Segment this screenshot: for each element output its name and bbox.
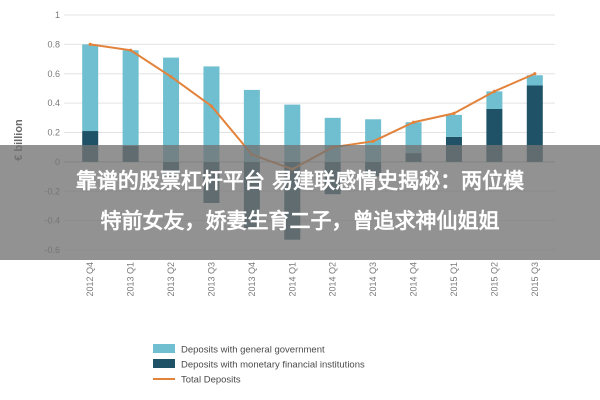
total-deposits-point (371, 139, 375, 143)
x-tick-label: 2013 Q1 (126, 262, 136, 297)
x-tick-label: 2013 Q3 (206, 262, 216, 297)
total-deposits-point (492, 89, 496, 93)
y-tick-label: 0.8 (47, 39, 60, 49)
x-tick-label: 2014 Q3 (368, 262, 378, 297)
bar-general-government (526, 75, 543, 86)
y-tick-label: 0.4 (47, 98, 60, 108)
legend: Deposits with general government Deposits… (153, 344, 365, 386)
legend-swatch (153, 359, 175, 368)
bar-general-government (203, 66, 220, 162)
x-tick-label: 2014 Q4 (409, 262, 419, 297)
bar-general-government (122, 50, 139, 146)
y-tick-label: 1 (55, 10, 60, 20)
total-deposits-point (209, 104, 214, 108)
legend-label: Deposits with general government (181, 345, 325, 356)
x-tick-label: 2015 Q2 (489, 262, 499, 297)
x-tick-label: 2013 Q2 (166, 262, 176, 297)
x-tick-label: 2015 Q1 (449, 262, 459, 297)
legend-label: Deposits with monetary financial institu… (181, 360, 365, 371)
bar-general-government (163, 57, 180, 162)
y-tick-label: 0.2 (47, 128, 60, 138)
headline-text[interactable]: 靠谱的股票杠杆平台 易建联感情史揭秘：两位模 特前女友，娇妻生育二子，曾追求神仙… (75, 169, 525, 233)
x-tick-label: 2015 Q3 (530, 262, 540, 297)
headline-overlay (0, 145, 600, 260)
total-deposits-point (411, 120, 416, 124)
total-deposits-point (129, 48, 133, 52)
total-deposits-point (169, 75, 173, 79)
x-tick-label: 2014 Q2 (328, 262, 338, 297)
y-tick-label: 0.6 (47, 69, 60, 79)
x-tick-label: 2014 Q1 (287, 262, 297, 297)
total-deposits-point (452, 111, 456, 116)
x-tick-label: 2013 Q4 (247, 262, 257, 297)
bar-general-government (243, 89, 260, 162)
total-deposits-point (88, 42, 92, 46)
total-deposits-point (533, 72, 537, 76)
legend-label: Total Deposits (181, 375, 241, 386)
bar-general-government (486, 91, 503, 109)
bar-monetary-institutions (526, 85, 543, 162)
bar-general-government (82, 44, 99, 132)
bar-general-government (445, 114, 462, 137)
x-tick-label: 2012 Q4 (85, 262, 95, 297)
legend-swatch (153, 344, 175, 353)
x-axis-ticks: 2012 Q4 2013 Q1 2013 Q2 2013 Q3 2013 Q4 2014 … (85, 262, 540, 297)
